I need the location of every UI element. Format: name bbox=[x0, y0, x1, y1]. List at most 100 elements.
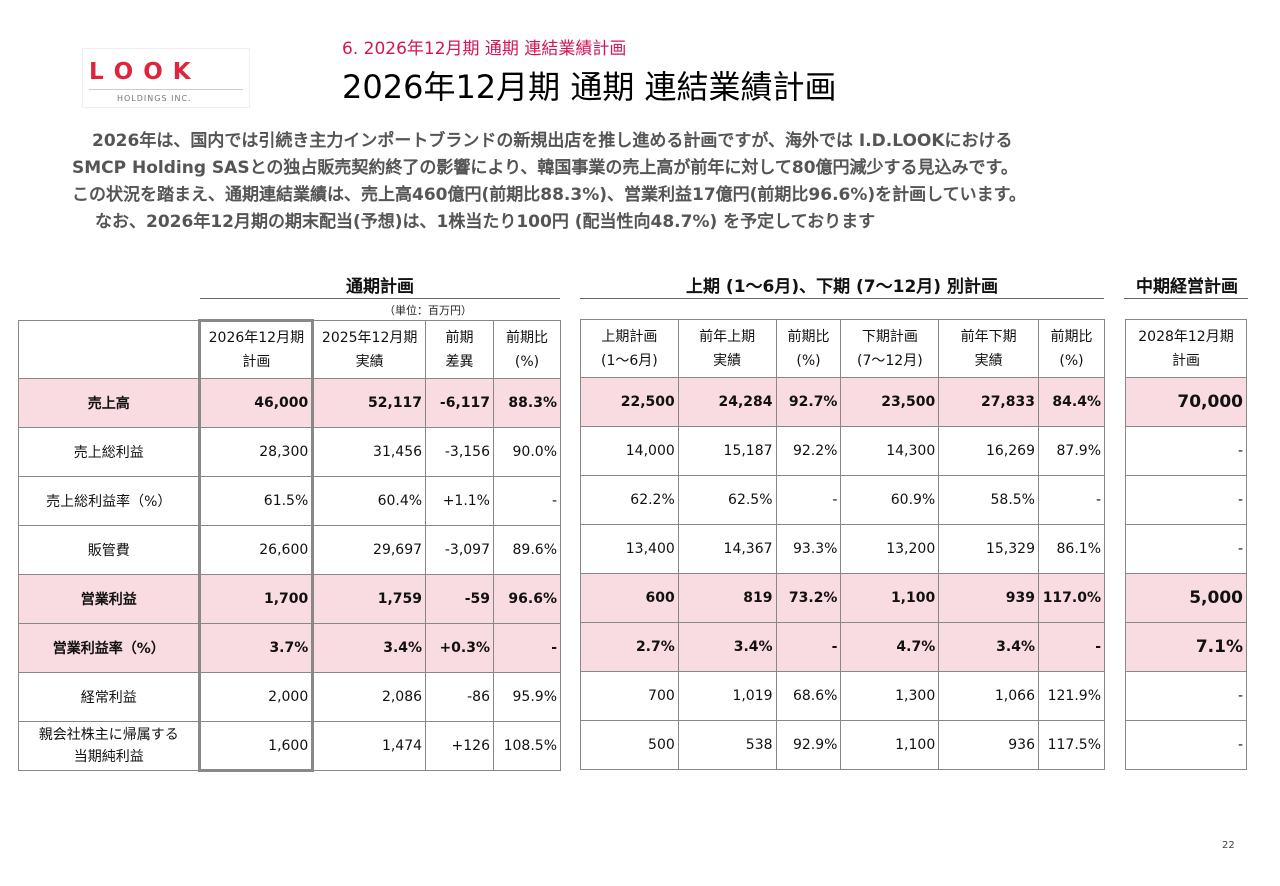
value-cell: 13,400 bbox=[580, 524, 679, 574]
section-divider bbox=[580, 298, 1104, 299]
value-cell: - bbox=[775, 475, 842, 525]
section-divider bbox=[200, 298, 560, 299]
value-cell: - bbox=[1037, 475, 1106, 525]
value-cell: 70,000 bbox=[1125, 377, 1247, 427]
value-cell: 60.9% bbox=[840, 475, 940, 525]
row-label: 営業利益 bbox=[17, 574, 201, 624]
value-cell: 31,456 bbox=[312, 427, 427, 477]
value-cell: 23,500 bbox=[840, 377, 940, 427]
table-row: 販管費 26,600 29,697 -3,097 89.6% bbox=[17, 525, 561, 575]
value-cell: 3.7% bbox=[198, 623, 315, 673]
value-cell: 73.2% bbox=[775, 573, 842, 623]
value-cell: 14,367 bbox=[677, 524, 777, 574]
summary-line: この状況を踏まえ、通期連結業績は、売上高460億円(前期比88.3%)、営業利益… bbox=[72, 185, 1026, 205]
value-cell: 16,269 bbox=[938, 426, 1039, 476]
value-cell: 89.6% bbox=[493, 525, 561, 575]
value-cell: - bbox=[1125, 524, 1247, 574]
logo-letter: O bbox=[113, 59, 134, 85]
summary-line: なお、2026年12月期の期末配当(予想)は、1株当たり100円 (配当性向48… bbox=[95, 212, 876, 232]
value-cell: 61.5% bbox=[198, 476, 315, 526]
value-cell: 700 bbox=[580, 671, 679, 721]
row-label: 販管費 bbox=[17, 525, 201, 575]
value-cell: 1,600 bbox=[198, 721, 315, 772]
value-cell: 88.3% bbox=[493, 378, 561, 428]
page-number: 22 bbox=[1222, 840, 1235, 851]
value-cell: 1,759 bbox=[312, 574, 427, 624]
logo-letter: K bbox=[172, 59, 191, 85]
value-cell: 92.7% bbox=[775, 377, 842, 427]
value-cell: - bbox=[775, 622, 842, 672]
value-cell: -6,117 bbox=[425, 378, 494, 428]
value-cell: 600 bbox=[580, 573, 679, 623]
logo-divider bbox=[89, 89, 243, 90]
value-cell: 2,086 bbox=[312, 672, 427, 722]
table-row: 13,400 14,367 93.3% 13,200 15,329 86.1% bbox=[580, 524, 1106, 574]
value-cell: 87.9% bbox=[1037, 426, 1106, 476]
value-cell: 27,833 bbox=[938, 377, 1039, 427]
value-cell: 24,284 bbox=[677, 377, 777, 427]
row-label: 売上総利益率（%） bbox=[17, 476, 201, 526]
table-row: 2.7% 3.4% -4.7% 3.4% - bbox=[580, 622, 1106, 672]
row-label: 営業利益率（%） bbox=[17, 623, 201, 673]
value-cell: 939 bbox=[938, 573, 1039, 623]
value-cell: 62.5% bbox=[677, 475, 777, 525]
section-divider bbox=[1124, 298, 1248, 299]
header-cell: 2028年12月期 計画 bbox=[1125, 319, 1247, 378]
value-cell: - bbox=[493, 476, 561, 526]
mid-term-plan-table: 2028年12月期 計画 70,000 - - - 5,000 7.1% - - bbox=[1125, 319, 1247, 770]
table-row: - bbox=[1125, 671, 1247, 721]
value-cell: +1.1% bbox=[425, 476, 494, 526]
table-row: - bbox=[1125, 475, 1247, 525]
value-cell: 14,000 bbox=[580, 426, 679, 476]
value-cell: - bbox=[1125, 475, 1247, 525]
header-cell: 下期計画 (7〜12月) bbox=[840, 319, 940, 378]
table-row: 親会社株主に帰属する 当期純利益 1,600 1,474 +126 108.5% bbox=[17, 721, 561, 772]
value-cell: 936 bbox=[938, 720, 1039, 770]
table-row: - bbox=[1125, 426, 1247, 476]
value-cell: 90.0% bbox=[493, 427, 561, 477]
table-row: 700 1,019 68.6% 1,300 1,066 121.9% bbox=[580, 671, 1106, 721]
value-cell: 29,697 bbox=[312, 525, 427, 575]
value-cell: 1,700 bbox=[198, 574, 315, 624]
summary-line: 2026年は、国内では引続き主力インポートブランドの新規出店を推し進める計画です… bbox=[92, 131, 1013, 151]
company-logo: L O O K HOLDINGS INC. bbox=[82, 48, 250, 108]
value-cell: -59 bbox=[425, 574, 494, 624]
slide-subtitle: 6. 2026年12月期 通期 連結業績計画 bbox=[342, 39, 627, 59]
value-cell: - bbox=[1037, 622, 1106, 672]
value-cell: 121.9% bbox=[1037, 671, 1106, 721]
table-row: 600 819 73.2% 1,100 939 117.0% bbox=[580, 573, 1106, 623]
value-cell: 500 bbox=[580, 720, 679, 770]
table-row: - bbox=[1125, 524, 1247, 574]
header-cell: 前年下期 実績 bbox=[938, 319, 1039, 378]
value-cell: 819 bbox=[677, 573, 777, 623]
row-label: 売上総利益 bbox=[17, 427, 201, 477]
summary-paragraph: 2026年は、国内では引続き主力インポートブランドの新規出店を推し進める計画です… bbox=[60, 128, 1240, 236]
value-cell: 117.5% bbox=[1037, 720, 1106, 770]
value-cell: 86.1% bbox=[1037, 524, 1106, 574]
table-row: 70,000 bbox=[1125, 377, 1247, 427]
table-row: 22,500 24,284 92.7% 23,500 27,833 84.4% bbox=[580, 377, 1106, 427]
value-cell: 62.2% bbox=[580, 475, 679, 525]
header-cell: 前期比 (%) bbox=[1037, 319, 1106, 378]
table-row: 7.1% bbox=[1125, 622, 1247, 672]
value-cell: 58.5% bbox=[938, 475, 1039, 525]
logo-letter: O bbox=[143, 59, 163, 85]
value-cell: 538 bbox=[677, 720, 777, 770]
logo-letter: L bbox=[89, 59, 104, 85]
table-row: 売上総利益 28,300 31,456 -3,156 90.0% bbox=[17, 427, 561, 477]
section-annual-heading: 通期計画 bbox=[346, 277, 414, 297]
value-cell: 93.3% bbox=[775, 524, 842, 574]
value-cell: 5,000 bbox=[1125, 573, 1247, 623]
value-cell: 1,100 bbox=[840, 720, 940, 770]
value-cell: -86 bbox=[425, 672, 494, 722]
section-mid-heading: 中期経営計画 bbox=[1136, 277, 1238, 297]
row-label: 売上高 bbox=[17, 378, 201, 428]
table-row: 営業利益 1,700 1,759 -59 96.6% bbox=[17, 574, 561, 624]
table-row: - bbox=[1125, 720, 1247, 770]
value-cell: 7.1% bbox=[1125, 622, 1247, 672]
table-row: 売上総利益率（%） 61.5% 60.4% +1.1% - bbox=[17, 476, 561, 526]
value-cell: 68.6% bbox=[775, 671, 842, 721]
value-cell: 3.4% bbox=[677, 622, 777, 672]
value-cell: 3.4% bbox=[938, 622, 1039, 672]
header-cell: 前期比 (%) bbox=[493, 320, 561, 379]
